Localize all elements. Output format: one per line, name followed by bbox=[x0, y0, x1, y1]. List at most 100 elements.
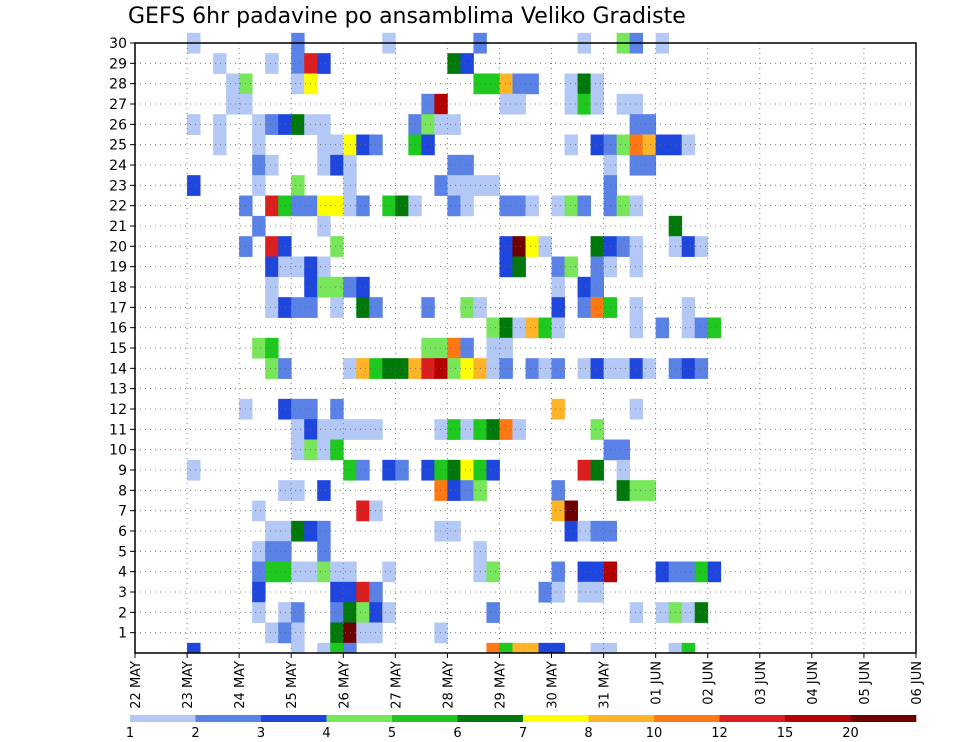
heatmap-cell bbox=[460, 419, 474, 440]
legend-label: 12 bbox=[711, 726, 728, 741]
heatmap-cell bbox=[629, 93, 644, 115]
heatmap-cell bbox=[421, 134, 435, 156]
heatmap-cell bbox=[369, 134, 383, 156]
heatmap-cell bbox=[707, 317, 722, 339]
heatmap-cell bbox=[330, 622, 344, 644]
x-tick-label: 06 JUN bbox=[910, 661, 925, 705]
heatmap-cell bbox=[382, 358, 396, 379]
heatmap-cell bbox=[460, 154, 474, 176]
heatmap-cell bbox=[486, 175, 500, 196]
heatmap-cell bbox=[642, 480, 657, 501]
y-tick-label: 22 bbox=[109, 199, 127, 215]
heatmap-cell bbox=[590, 276, 604, 298]
heatmap-cell bbox=[317, 642, 331, 654]
heatmap-cell bbox=[538, 642, 552, 654]
y-axis-ticks: 1234567891011121314151617181920212223242… bbox=[109, 36, 135, 642]
heatmap-cell bbox=[629, 297, 644, 318]
heatmap-cell bbox=[291, 602, 305, 623]
heatmap-cell bbox=[252, 114, 266, 135]
y-tick-label: 3 bbox=[118, 585, 127, 601]
heatmap-cell bbox=[291, 175, 305, 196]
heatmap-cell bbox=[681, 317, 696, 339]
heatmap-cell bbox=[213, 134, 227, 156]
heatmap-cell bbox=[525, 195, 539, 217]
heatmap-cell bbox=[317, 195, 331, 217]
heatmap-cell bbox=[317, 439, 331, 461]
heatmap-cell bbox=[343, 561, 357, 583]
heatmap-cell bbox=[213, 53, 227, 74]
legend-swatch bbox=[457, 715, 524, 722]
heatmap-cell bbox=[512, 419, 526, 440]
heatmap-cell bbox=[291, 398, 305, 420]
heatmap-cell bbox=[213, 114, 227, 135]
y-tick-label: 12 bbox=[109, 402, 127, 418]
legend-label: 15 bbox=[777, 726, 794, 741]
heatmap-cell bbox=[486, 337, 500, 359]
heatmap-cell bbox=[330, 439, 344, 461]
heatmap-cell bbox=[330, 154, 344, 176]
heatmap-cell bbox=[265, 276, 279, 298]
heatmap-cell bbox=[252, 561, 266, 583]
heatmap-cell bbox=[369, 622, 383, 644]
heatmap-cell bbox=[642, 134, 657, 156]
heatmap-cell bbox=[434, 520, 448, 542]
heatmap-cell bbox=[356, 134, 370, 156]
x-tick-label: 26 MAY bbox=[337, 661, 352, 709]
y-tick-label: 30 bbox=[109, 36, 127, 52]
legend-swatch bbox=[588, 715, 655, 722]
heatmap-cell bbox=[317, 541, 331, 562]
heatmap-cell bbox=[278, 195, 292, 217]
heatmap-cell bbox=[434, 337, 448, 359]
heatmap-cell bbox=[369, 581, 383, 603]
heatmap-cell bbox=[291, 439, 305, 461]
legend-label: 5 bbox=[388, 726, 396, 741]
heatmap-cell bbox=[499, 337, 513, 359]
heatmap-cell bbox=[317, 53, 331, 74]
heatmap-cell bbox=[499, 73, 513, 95]
heatmap-cell bbox=[434, 114, 448, 135]
heatmap-cell bbox=[343, 195, 357, 217]
heatmap-cell bbox=[525, 73, 539, 95]
heatmap-cell bbox=[499, 195, 513, 217]
heatmap-cell bbox=[551, 561, 565, 583]
heatmap-cell bbox=[291, 419, 305, 440]
y-tick-label: 16 bbox=[109, 321, 127, 337]
heatmap-cell bbox=[512, 256, 526, 278]
heatmap-cell bbox=[590, 236, 604, 257]
y-tick-label: 2 bbox=[118, 605, 127, 621]
heatmap-cell bbox=[278, 256, 292, 278]
heatmap-cell bbox=[551, 480, 565, 501]
heatmap-cell bbox=[447, 419, 461, 440]
heatmap-cell bbox=[343, 134, 357, 156]
heatmap-cell bbox=[291, 114, 305, 135]
heatmap-cell bbox=[434, 358, 448, 379]
legend-swatch bbox=[261, 715, 327, 722]
y-tick-label: 18 bbox=[109, 280, 127, 296]
heatmap-cell bbox=[187, 114, 201, 135]
heatmap-cell bbox=[629, 317, 644, 339]
heatmap-cell bbox=[317, 134, 331, 156]
heatmap-cell bbox=[577, 297, 591, 318]
heatmap-cell bbox=[265, 297, 279, 318]
heatmap-cell bbox=[486, 358, 500, 379]
heatmap-cell bbox=[421, 459, 435, 481]
heatmap-cell bbox=[265, 622, 279, 644]
heatmap-cell bbox=[499, 419, 513, 440]
heatmap-cell bbox=[629, 195, 644, 217]
heatmap-cell bbox=[668, 642, 683, 654]
heatmap-cell bbox=[291, 622, 305, 644]
heatmap-cell bbox=[460, 175, 474, 196]
heatmap-cell bbox=[694, 602, 709, 623]
y-tick-label: 26 bbox=[109, 117, 127, 133]
heatmap-cell bbox=[499, 256, 513, 278]
heatmap-cell bbox=[551, 581, 565, 603]
heatmap-cell bbox=[356, 581, 370, 603]
heatmap-cell bbox=[369, 500, 383, 522]
heatmap-cell bbox=[447, 337, 461, 359]
legend-swatch bbox=[392, 715, 458, 722]
heatmap-cell bbox=[330, 642, 344, 654]
heatmap-cell bbox=[369, 602, 383, 623]
heatmap-cell bbox=[499, 317, 513, 339]
heatmap-cell bbox=[356, 500, 370, 522]
